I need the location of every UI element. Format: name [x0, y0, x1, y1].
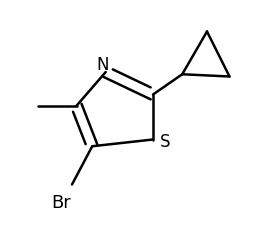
Text: S: S — [160, 133, 171, 151]
Text: Br: Br — [51, 194, 71, 212]
Text: N: N — [96, 56, 109, 74]
